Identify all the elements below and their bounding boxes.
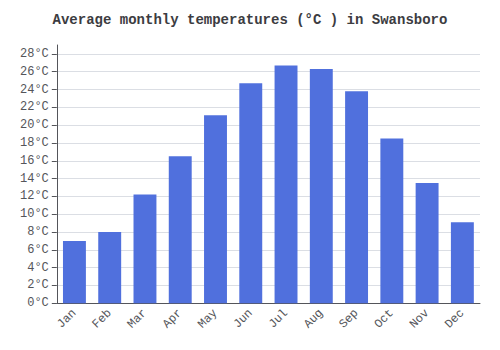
svg-text:Jul: Jul xyxy=(266,306,291,331)
svg-text:Jan: Jan xyxy=(54,306,79,331)
svg-text:Sep: Sep xyxy=(336,306,361,331)
svg-text:4°C: 4°C xyxy=(27,261,49,275)
svg-text:Mar: Mar xyxy=(125,306,150,331)
svg-text:Average monthly temperatures (: Average monthly temperatures (°C ) in Sw… xyxy=(53,12,448,28)
svg-text:Dec: Dec xyxy=(442,306,467,331)
svg-text:28°C: 28°C xyxy=(20,47,49,61)
svg-text:Nov: Nov xyxy=(407,306,432,331)
svg-text:0°C: 0°C xyxy=(27,296,49,310)
svg-text:24°C: 24°C xyxy=(20,83,49,97)
svg-text:18°C: 18°C xyxy=(20,136,49,150)
svg-text:Aug: Aug xyxy=(301,306,326,331)
svg-text:14°C: 14°C xyxy=(20,172,49,186)
svg-text:22°C: 22°C xyxy=(20,100,49,114)
svg-text:12°C: 12°C xyxy=(20,189,49,203)
svg-text:May: May xyxy=(195,306,220,331)
svg-text:Oct: Oct xyxy=(372,306,397,331)
svg-text:Apr: Apr xyxy=(160,306,185,331)
svg-text:2°C: 2°C xyxy=(27,278,49,292)
svg-text:26°C: 26°C xyxy=(20,65,49,79)
svg-text:10°C: 10°C xyxy=(20,207,49,221)
svg-text:16°C: 16°C xyxy=(20,154,49,168)
svg-text:Feb: Feb xyxy=(89,306,114,331)
svg-text:6°C: 6°C xyxy=(27,243,49,257)
svg-text:20°C: 20°C xyxy=(20,118,49,132)
svg-text:Jun: Jun xyxy=(231,306,256,331)
svg-text:8°C: 8°C xyxy=(27,225,49,239)
